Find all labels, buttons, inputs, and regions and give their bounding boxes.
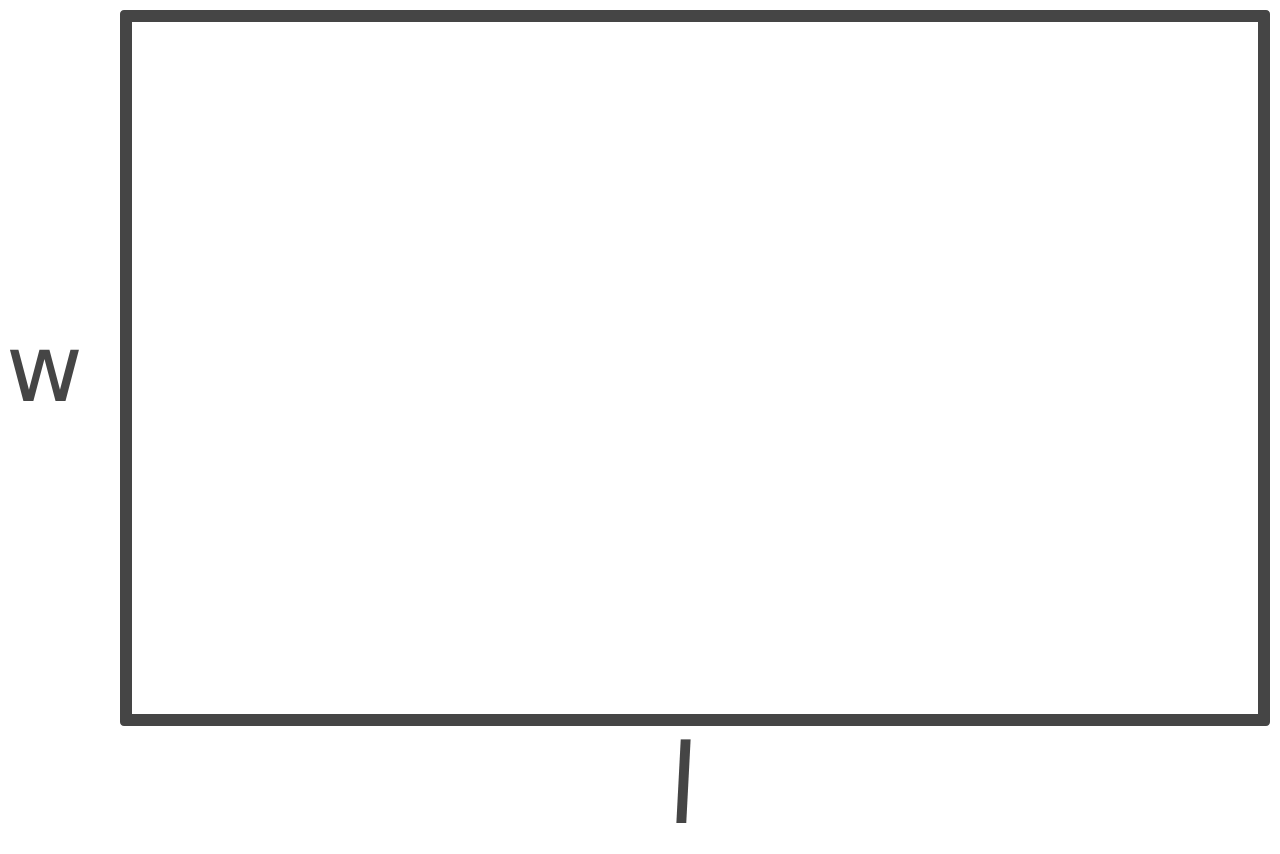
- length-label: l: [664, 721, 702, 849]
- rectangle: [120, 10, 1270, 726]
- width-label: w: [6, 315, 83, 424]
